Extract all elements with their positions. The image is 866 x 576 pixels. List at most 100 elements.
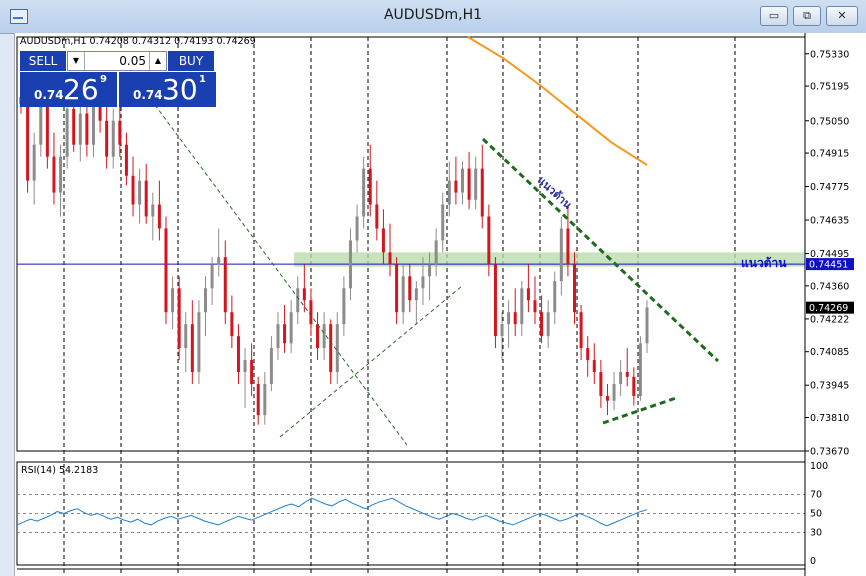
candle bbox=[342, 276, 346, 337]
close-button[interactable]: ✕ bbox=[826, 6, 858, 26]
candle bbox=[184, 312, 188, 373]
candle-body bbox=[520, 288, 524, 325]
one-click-trading-panel: SELL ▼ 0.05 ▲ BUY 0.74 26 9 0.74 30 1 bbox=[20, 51, 216, 107]
candle-body bbox=[487, 216, 491, 265]
axis-tick-label: 0.74775 bbox=[810, 182, 849, 193]
candle bbox=[619, 360, 623, 396]
candle-body bbox=[493, 264, 497, 337]
candle bbox=[52, 132, 56, 205]
candle bbox=[428, 252, 432, 301]
candle bbox=[513, 288, 517, 337]
buy-price-quote[interactable]: 0.74 30 1 bbox=[119, 72, 216, 107]
candle bbox=[348, 228, 352, 301]
candle bbox=[599, 360, 603, 408]
candle-body bbox=[256, 383, 260, 416]
candle bbox=[520, 281, 524, 337]
candle bbox=[414, 281, 418, 325]
candle bbox=[118, 104, 122, 157]
candle-body bbox=[342, 288, 346, 325]
candle-body bbox=[362, 168, 366, 217]
candle bbox=[401, 264, 405, 325]
candle bbox=[546, 300, 550, 349]
buy-price-fraction: 1 bbox=[199, 74, 206, 85]
price-chart[interactable]: 0.75330 0.75195 0.75050 0.74915 0.74775 0.746… bbox=[15, 33, 866, 576]
candle-body bbox=[289, 312, 293, 344]
candle bbox=[362, 156, 366, 229]
candle bbox=[493, 257, 497, 349]
candle-body bbox=[573, 264, 577, 313]
candle bbox=[65, 96, 69, 169]
axis-tick-label: 0.75330 bbox=[810, 49, 849, 60]
candle-body bbox=[164, 228, 168, 313]
candle-body bbox=[217, 257, 221, 265]
candle-body bbox=[401, 276, 405, 313]
candle bbox=[447, 161, 451, 217]
candle-body bbox=[72, 108, 76, 145]
candle bbox=[302, 264, 306, 313]
candle-body bbox=[632, 376, 636, 396]
candle bbox=[171, 276, 175, 329]
sell-button[interactable]: SELL bbox=[20, 51, 66, 71]
restore-button[interactable]: ⧉ bbox=[793, 6, 821, 26]
candle-body bbox=[91, 96, 95, 145]
candle bbox=[223, 240, 227, 325]
candle bbox=[138, 168, 142, 224]
candle-body bbox=[467, 168, 471, 200]
current-price-label-box bbox=[806, 301, 854, 314]
candle bbox=[197, 300, 201, 384]
candle-body bbox=[566, 228, 570, 265]
lot-size-input[interactable]: 0.05 bbox=[119, 54, 146, 68]
candle bbox=[111, 108, 115, 169]
candle bbox=[533, 276, 537, 325]
candle-body bbox=[421, 276, 425, 289]
candle-body bbox=[579, 312, 583, 349]
candle bbox=[289, 300, 293, 353]
trend-line-up-thin bbox=[279, 285, 463, 438]
candle bbox=[124, 132, 128, 186]
title-bar: AUDUSDm,H1 ▭ ⧉ ✕ bbox=[0, 0, 866, 34]
candle-body bbox=[533, 300, 537, 313]
candle-body bbox=[434, 240, 438, 265]
axis-tick-label: 0.74495 bbox=[810, 249, 849, 260]
candle-body bbox=[59, 156, 63, 193]
candle bbox=[164, 216, 168, 325]
candlesticks bbox=[19, 72, 649, 425]
axis-tick-label: 0.73810 bbox=[810, 413, 849, 424]
lot-increase-icon[interactable]: ▲ bbox=[149, 52, 166, 70]
rsi-indicator-panel: 100 70 50 30 0 bbox=[16, 461, 828, 567]
candle bbox=[256, 376, 260, 425]
candle-body bbox=[171, 288, 175, 313]
candle bbox=[592, 343, 596, 384]
candle bbox=[296, 276, 300, 325]
candle-body bbox=[302, 288, 306, 301]
candle-body bbox=[546, 312, 550, 337]
candle bbox=[204, 276, 208, 337]
candle-body bbox=[540, 312, 544, 337]
candle bbox=[210, 257, 214, 306]
candle bbox=[105, 104, 109, 169]
candle-body bbox=[32, 144, 36, 181]
candle bbox=[559, 216, 563, 296]
buy-button[interactable]: BUY bbox=[168, 51, 214, 71]
candle-body bbox=[138, 180, 142, 205]
candle-body bbox=[388, 252, 392, 265]
axis-tick-label: 0.74915 bbox=[810, 149, 849, 160]
sell-price-quote[interactable]: 0.74 26 9 bbox=[20, 72, 117, 107]
candle bbox=[375, 180, 379, 241]
lot-decrease-icon[interactable]: ▼ bbox=[68, 52, 85, 70]
candle bbox=[632, 367, 636, 406]
candle-body bbox=[131, 175, 135, 205]
minimize-button[interactable]: ▭ bbox=[760, 6, 788, 26]
candle bbox=[236, 324, 240, 384]
candle-body bbox=[250, 360, 254, 384]
candle-body bbox=[368, 168, 372, 205]
axis-tick-label: 0.73670 bbox=[810, 447, 849, 458]
lot-size-stepper[interactable]: ▼ 0.05 ▲ bbox=[67, 51, 167, 71]
window-title: AUDUSDm,H1 bbox=[383, 7, 483, 23]
chart-area[interactable]: 0.75330 0.75195 0.75050 0.74915 0.74775 0.746… bbox=[14, 33, 866, 576]
candle-body bbox=[190, 324, 194, 373]
candle-body bbox=[144, 180, 148, 217]
candle-body bbox=[428, 264, 432, 277]
candle-body bbox=[78, 113, 82, 145]
rsi-line bbox=[16, 497, 648, 527]
